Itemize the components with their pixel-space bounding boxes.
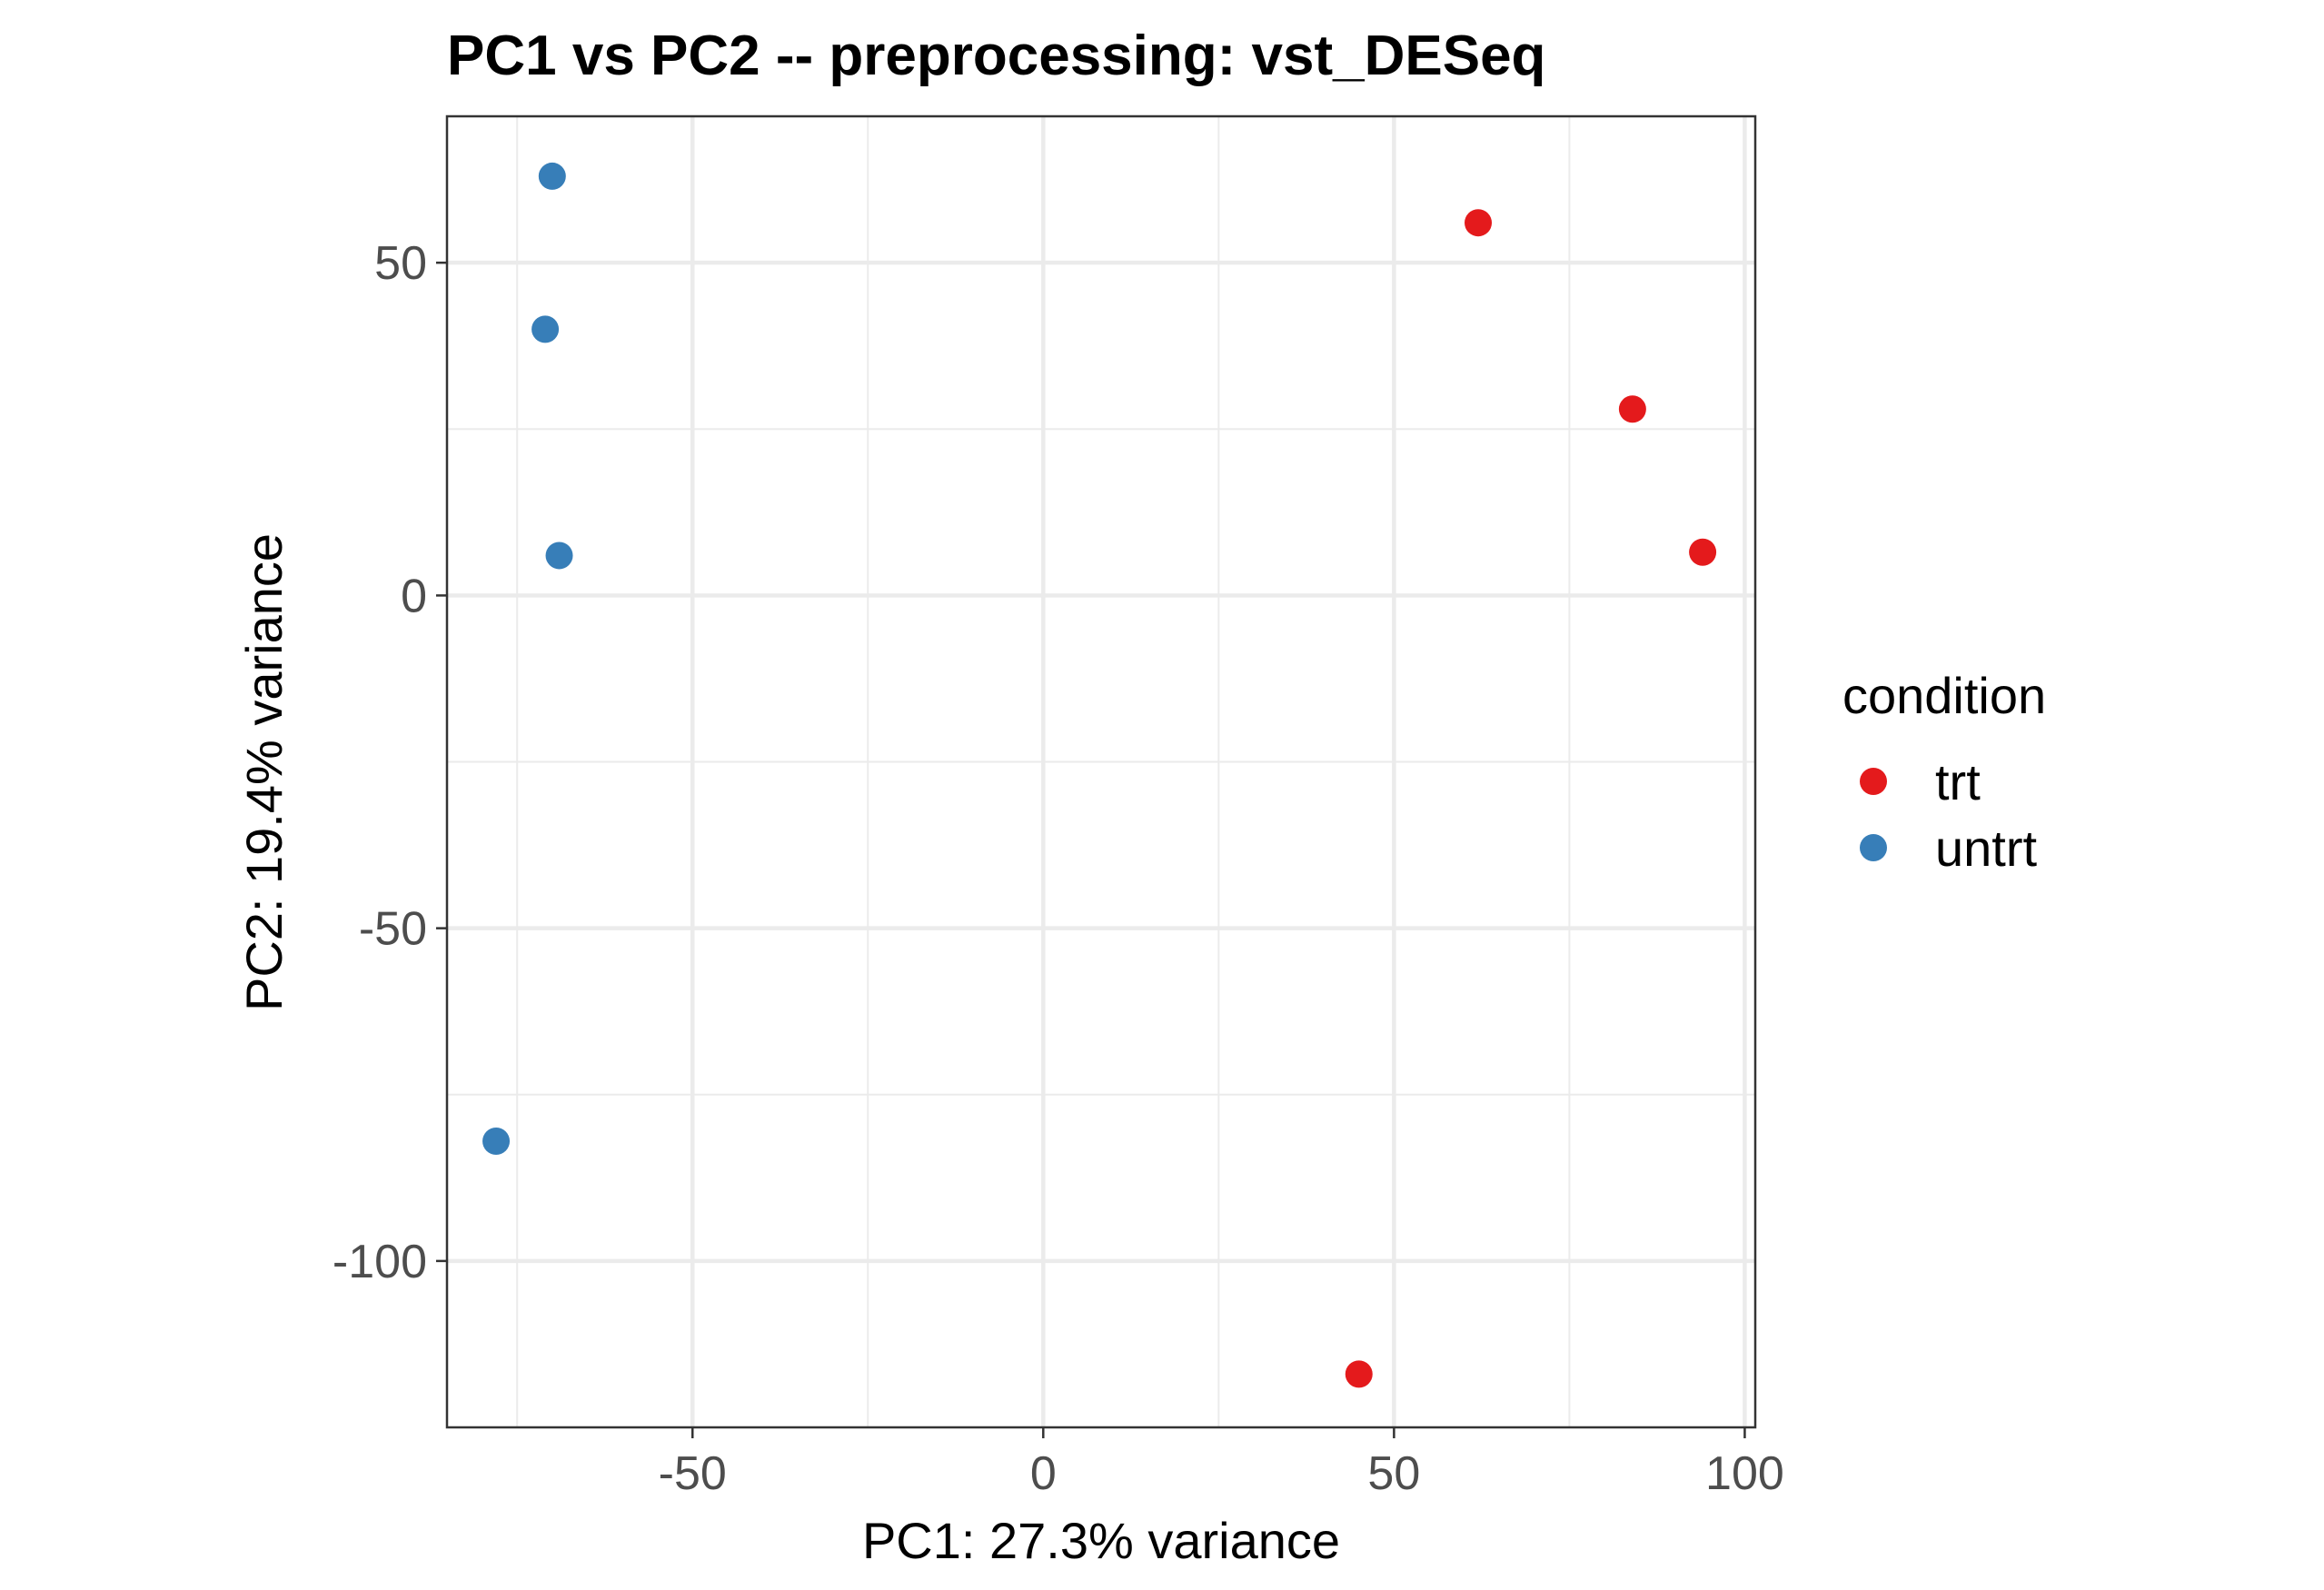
point-trt: [1689, 538, 1717, 566]
x-tick-label: 100: [1705, 1447, 1784, 1500]
y-axis-label: PC2: 19.4% variance: [235, 533, 293, 1011]
x-tick-label: -50: [659, 1447, 727, 1500]
y-axis: -100 -50 0 50: [333, 237, 447, 1288]
y-tick-label: -100: [333, 1236, 427, 1288]
x-tick-label: 0: [1030, 1447, 1057, 1500]
point-trt: [1618, 395, 1646, 423]
legend-title: condition: [1842, 667, 2046, 724]
legend-key-trt: [1860, 768, 1887, 795]
y-tick-label: 50: [374, 237, 427, 290]
y-tick-label: 0: [401, 570, 427, 622]
point-trt: [1345, 1360, 1373, 1388]
x-axis-label: PC1: 27.3% variance: [862, 1512, 1340, 1569]
grid-major: [447, 116, 1755, 1427]
point-untrt: [545, 542, 573, 570]
legend-label-trt: trt: [1935, 753, 1981, 810]
plot-panel: [447, 116, 1755, 1427]
chart-title: PC1 vs PC2 -- preprocessing: vst_DESeq: [447, 25, 1545, 87]
data-points: [482, 162, 1717, 1388]
x-axis: -50 0 50 100: [659, 1427, 1784, 1500]
point-untrt: [482, 1128, 511, 1156]
legend-label-untrt: untrt: [1935, 820, 2037, 877]
point-untrt: [538, 162, 566, 190]
x-tick-label: 50: [1367, 1447, 1420, 1500]
legend-key-untrt: [1860, 834, 1887, 861]
legend: condition trt untrt: [1842, 667, 2046, 877]
point-trt: [1465, 209, 1493, 237]
point-untrt: [531, 315, 560, 343]
y-tick-label: -50: [359, 903, 427, 956]
plot-border: [445, 114, 1757, 1429]
